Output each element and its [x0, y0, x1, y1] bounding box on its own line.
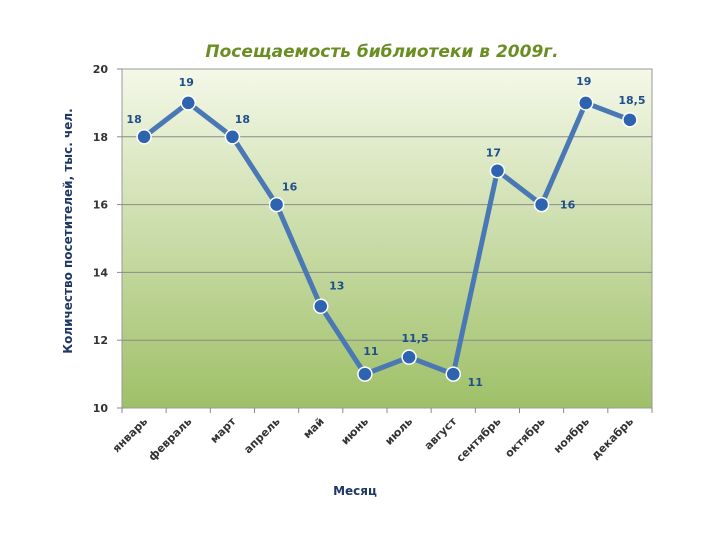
x-tick-label-6: июль: [382, 415, 415, 448]
x-tick-label-2: март: [208, 414, 239, 445]
x-tick-label-11: декабрь: [589, 415, 636, 462]
data-point-1: [180, 95, 196, 111]
x-tick-label-5: июнь: [339, 415, 372, 448]
x-axis-title: Месяц: [333, 484, 377, 498]
data-label-4: 13: [329, 279, 344, 292]
data-point-4: [313, 298, 329, 315]
data-label-11: 18,5: [618, 94, 645, 107]
data-point-0: [136, 129, 152, 145]
data-point-3: [268, 196, 285, 213]
data-label-9: 16: [560, 199, 576, 212]
data-label-2: 18: [235, 113, 250, 126]
y-tick-label-1: 12: [93, 334, 108, 347]
series-visitors: [141, 100, 633, 377]
x-tick-label-3: апрель: [241, 415, 282, 456]
data-point-8: [489, 162, 506, 179]
y-tick-label-4: 18: [93, 131, 108, 144]
data-point-5: [357, 366, 373, 382]
data-point-6: [401, 349, 417, 365]
data-label-5: 11: [363, 345, 378, 358]
x-tick-label-9: октябрь: [502, 415, 547, 460]
data-point-11: [622, 112, 638, 128]
y-axis-title: Количество посетителей, тыс. чел.: [61, 108, 75, 353]
gridlines: [122, 136, 652, 341]
y-tick-label-3: 16: [93, 199, 109, 212]
y-tick-label-2: 14: [93, 266, 109, 279]
data-label-1: 19: [179, 76, 194, 89]
data-labels: 18 19 18 16 13 11 11,5 11 17 16 19 18,5: [126, 75, 645, 389]
x-tick-label-1: февраль: [146, 415, 195, 464]
data-label-3: 16: [282, 181, 298, 194]
data-label-0: 18: [126, 113, 141, 126]
data-label-10: 19: [576, 75, 591, 88]
data-label-8: 17: [486, 147, 501, 160]
chart-title: Посещаемость библиотеки в 2009г.: [205, 42, 558, 62]
data-label-6: 11,5: [402, 332, 429, 345]
x-tick-label-7: август: [422, 414, 460, 452]
data-label-7: 11: [468, 376, 483, 389]
y-tick-label-5: 20: [93, 63, 109, 76]
data-point-2: [224, 129, 241, 145]
x-tick-label-4: май: [301, 415, 327, 441]
x-tick-label-0: январь: [110, 415, 150, 455]
data-markers: [136, 95, 638, 382]
data-point-7: [445, 366, 461, 382]
plot-area: [121, 68, 653, 409]
data-point-9: [533, 196, 550, 213]
series-line: [141, 100, 633, 377]
y-axis-ticks: 10 12 14 16 18 20: [93, 63, 122, 415]
data-point-10: [578, 95, 594, 111]
x-tick-label-8: сентябрь: [454, 415, 504, 465]
y-tick-label-0: 10: [93, 402, 109, 415]
x-tick-label-10: ноябрь: [551, 415, 592, 456]
